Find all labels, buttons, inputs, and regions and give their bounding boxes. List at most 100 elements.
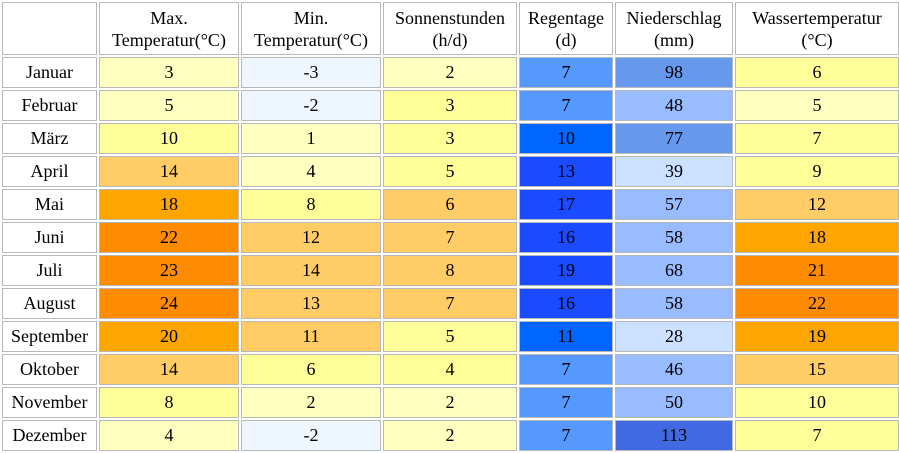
max-temp-cell: 22 xyxy=(99,222,239,253)
rain-days-cell: 19 xyxy=(519,255,613,286)
water-temp-cell: 6 xyxy=(735,57,899,88)
header-rain-days: Regentage (d) xyxy=(519,2,613,55)
rain-days-cell: 7 xyxy=(519,354,613,385)
rain-days-cell: 7 xyxy=(519,57,613,88)
table-row: August 24 13 7 16 58 22 xyxy=(2,288,899,319)
max-temp-cell: 4 xyxy=(99,420,239,451)
month-label: August xyxy=(2,288,97,319)
precipitation-cell: 28 xyxy=(615,321,733,352)
header-line: Temperatur(°C) xyxy=(112,29,226,50)
water-temp-cell: 5 xyxy=(735,90,899,121)
min-temp-cell: 13 xyxy=(241,288,381,319)
header-row: Max. Temperatur(°C) Min. Temperatur(°C) So… xyxy=(2,2,899,55)
header-min-temp: Min. Temperatur(°C) xyxy=(241,2,381,55)
header-line: Temperatur(°C) xyxy=(254,29,368,50)
precipitation-cell: 50 xyxy=(615,387,733,418)
table-row: November 8 2 2 7 50 10 xyxy=(2,387,899,418)
rain-days-cell: 17 xyxy=(519,189,613,220)
max-temp-cell: 5 xyxy=(99,90,239,121)
table-row: Januar 3 -3 2 7 98 6 xyxy=(2,57,899,88)
corner-cell xyxy=(2,2,97,55)
water-temp-cell: 7 xyxy=(735,420,899,451)
precipitation-cell: 77 xyxy=(615,123,733,154)
header-line: Regentage xyxy=(528,7,604,28)
header-line: Sonnenstunden xyxy=(395,7,505,28)
rain-days-cell: 10 xyxy=(519,123,613,154)
precipitation-cell: 48 xyxy=(615,90,733,121)
rain-days-cell: 7 xyxy=(519,420,613,451)
precipitation-cell: 98 xyxy=(615,57,733,88)
table-body: Januar 3 -3 2 7 98 6 Februar 5 -2 3 7 48 5 März 10 1 3 10 7… xyxy=(2,57,899,451)
min-temp-cell: 8 xyxy=(241,189,381,220)
max-temp-cell: 20 xyxy=(99,321,239,352)
table-row: Dezember 4 -2 2 7 113 7 xyxy=(2,420,899,451)
water-temp-cell: 22 xyxy=(735,288,899,319)
sunshine-cell: 2 xyxy=(383,387,517,418)
water-temp-cell: 9 xyxy=(735,156,899,187)
rain-days-cell: 7 xyxy=(519,90,613,121)
precipitation-cell: 58 xyxy=(615,222,733,253)
precipitation-cell: 57 xyxy=(615,189,733,220)
header-sunshine: Sonnenstunden (h/d) xyxy=(383,2,517,55)
water-temp-cell: 12 xyxy=(735,189,899,220)
rain-days-cell: 13 xyxy=(519,156,613,187)
table-row: Juli 23 14 8 19 68 21 xyxy=(2,255,899,286)
sunshine-cell: 4 xyxy=(383,354,517,385)
header-line: Max. xyxy=(150,7,188,28)
table-row: Februar 5 -2 3 7 48 5 xyxy=(2,90,899,121)
month-label: September xyxy=(2,321,97,352)
precipitation-cell: 58 xyxy=(615,288,733,319)
month-label: März xyxy=(2,123,97,154)
max-temp-cell: 23 xyxy=(99,255,239,286)
header-max-temp: Max. Temperatur(°C) xyxy=(99,2,239,55)
sunshine-cell: 7 xyxy=(383,288,517,319)
month-label: Dezember xyxy=(2,420,97,451)
water-temp-cell: 10 xyxy=(735,387,899,418)
header-precipitation: Niederschlag (mm) xyxy=(615,2,733,55)
max-temp-cell: 10 xyxy=(99,123,239,154)
water-temp-cell: 15 xyxy=(735,354,899,385)
water-temp-cell: 19 xyxy=(735,321,899,352)
max-temp-cell: 14 xyxy=(99,156,239,187)
header-line: Min. xyxy=(293,7,329,28)
sunshine-cell: 5 xyxy=(383,156,517,187)
sunshine-cell: 5 xyxy=(383,321,517,352)
sunshine-cell: 7 xyxy=(383,222,517,253)
table-row: April 14 4 5 13 39 9 xyxy=(2,156,899,187)
month-label: Juni xyxy=(2,222,97,253)
water-temp-cell: 7 xyxy=(735,123,899,154)
min-temp-cell: -2 xyxy=(241,420,381,451)
sunshine-cell: 3 xyxy=(383,123,517,154)
rain-days-cell: 11 xyxy=(519,321,613,352)
max-temp-cell: 24 xyxy=(99,288,239,319)
header-line: (h/d) xyxy=(432,29,468,50)
min-temp-cell: 1 xyxy=(241,123,381,154)
month-label: Juli xyxy=(2,255,97,286)
min-temp-cell: -2 xyxy=(241,90,381,121)
header-line: (mm) xyxy=(654,29,694,50)
min-temp-cell: 12 xyxy=(241,222,381,253)
month-label: Mai xyxy=(2,189,97,220)
header-line: Wassertemperatur xyxy=(752,7,882,28)
water-temp-cell: 18 xyxy=(735,222,899,253)
min-temp-cell: -3 xyxy=(241,57,381,88)
precipitation-cell: 46 xyxy=(615,354,733,385)
month-label: Februar xyxy=(2,90,97,121)
header-water-temp: Wassertemperatur (°C) xyxy=(735,2,899,55)
rain-days-cell: 7 xyxy=(519,387,613,418)
month-label: Januar xyxy=(2,57,97,88)
sunshine-cell: 8 xyxy=(383,255,517,286)
month-label: November xyxy=(2,387,97,418)
header-line: Niederschlag xyxy=(626,7,722,28)
table-row: Mai 18 8 6 17 57 12 xyxy=(2,189,899,220)
min-temp-cell: 14 xyxy=(241,255,381,286)
min-temp-cell: 11 xyxy=(241,321,381,352)
rain-days-cell: 16 xyxy=(519,288,613,319)
max-temp-cell: 18 xyxy=(99,189,239,220)
sunshine-cell: 3 xyxy=(383,90,517,121)
water-temp-cell: 21 xyxy=(735,255,899,286)
table-row: März 10 1 3 10 77 7 xyxy=(2,123,899,154)
header-line: (°C) xyxy=(801,29,833,50)
precipitation-cell: 113 xyxy=(615,420,733,451)
